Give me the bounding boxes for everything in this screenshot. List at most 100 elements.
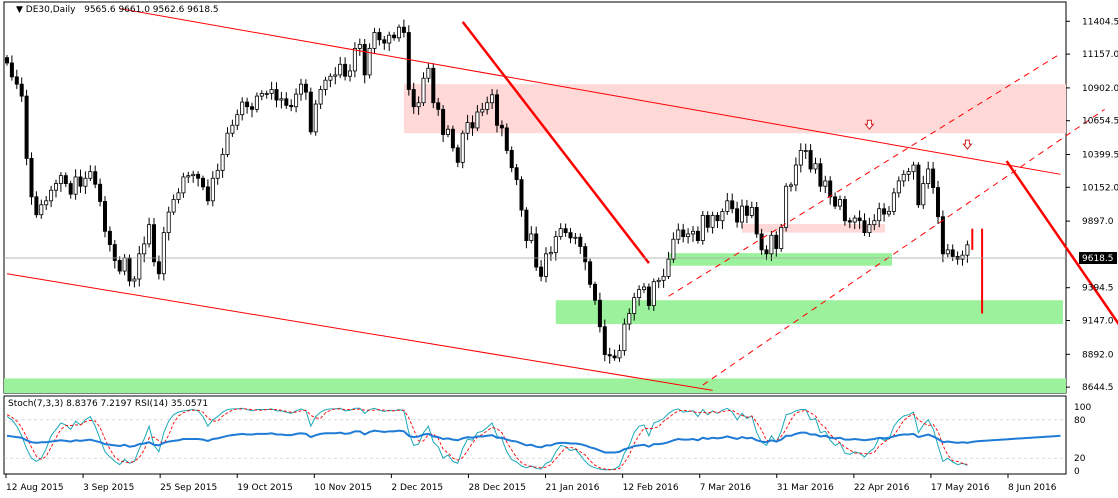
- candle-body: [926, 168, 931, 184]
- candle-body: [230, 124, 235, 134]
- candle-body: [303, 83, 308, 93]
- trendline: [119, 8, 1061, 175]
- candle-body: [73, 176, 78, 195]
- candle-body: [852, 217, 857, 223]
- candle-body: [9, 62, 14, 78]
- candle-body: [406, 32, 411, 90]
- candle-body: [715, 214, 720, 222]
- candle-body: [220, 154, 225, 171]
- candle-body: [509, 150, 514, 169]
- candle-body: [387, 34, 392, 44]
- candle-body: [813, 163, 818, 170]
- candle-body: [617, 350, 622, 359]
- candle-body: [450, 128, 455, 149]
- candle-body: [441, 108, 446, 135]
- x-tick-label: 10 Nov 2015: [314, 483, 372, 493]
- indicator-label: Stoch(7,3,3) 8.8376 7.2197 RSI(14) 35.05…: [8, 399, 209, 409]
- candle-body: [465, 122, 470, 134]
- indicator-tick-label: 20: [1074, 454, 1086, 464]
- candle-body: [156, 261, 161, 275]
- candle-body: [470, 122, 475, 129]
- candle-body: [857, 217, 862, 222]
- y-tick-label: 10654.5: [1082, 117, 1118, 127]
- y-tick-label: 10902.0: [1082, 84, 1118, 94]
- candle-body: [161, 232, 166, 275]
- y-tick-label: 10399.5: [1082, 150, 1118, 160]
- candle-body: [210, 177, 215, 202]
- candle-body: [367, 47, 372, 76]
- candle-body: [529, 233, 534, 241]
- candle-body: [122, 257, 127, 272]
- indicator-panel-frame: [3, 395, 1067, 475]
- candle-body: [622, 323, 627, 351]
- candle-body: [960, 254, 965, 260]
- x-tick-label: 12 Feb 2016: [623, 483, 679, 493]
- down-arrow-icon: [962, 139, 973, 150]
- candle-body: [749, 207, 754, 216]
- candle-body: [504, 127, 509, 151]
- down-arrow-icon: [864, 119, 875, 131]
- candle-body: [294, 93, 299, 108]
- candle-body: [691, 230, 696, 235]
- candle-body: [245, 101, 250, 108]
- candle-body: [78, 176, 83, 187]
- candle-body: [833, 196, 838, 207]
- candle-body: [710, 214, 715, 228]
- candle-body: [181, 176, 186, 194]
- candle-body: [754, 207, 759, 235]
- candle-body: [269, 89, 274, 94]
- candle-body: [887, 211, 892, 215]
- candle-body: [828, 180, 833, 198]
- candle-body: [475, 111, 480, 129]
- candle-body: [911, 164, 916, 173]
- candle-body: [88, 171, 93, 179]
- candle-body: [759, 233, 764, 251]
- indicator-tick-label: 0: [1074, 467, 1080, 477]
- candle-body: [196, 173, 201, 179]
- candle-body: [445, 128, 450, 135]
- candle-body: [558, 228, 563, 238]
- candle-body: [789, 184, 794, 187]
- dropdown-icon[interactable]: ▼: [16, 5, 23, 15]
- candle-body: [896, 180, 901, 194]
- trendline: [702, 108, 1105, 386]
- x-tick-label: 28 Dec 2015: [468, 483, 526, 493]
- candle-body: [563, 228, 568, 234]
- candle-body: [176, 192, 181, 200]
- candle-body: [798, 150, 803, 166]
- candle-body: [151, 224, 156, 263]
- candle-body: [274, 89, 279, 101]
- candle-body: [514, 167, 519, 181]
- candle-body: [200, 177, 205, 188]
- x-tick-label: 25 Sep 2015: [160, 483, 217, 493]
- candle-body: [686, 233, 691, 238]
- candle-body: [333, 74, 338, 77]
- trendline: [6, 273, 713, 391]
- candle-body: [637, 289, 642, 298]
- trendline: [1005, 160, 1118, 326]
- candle-body: [803, 150, 808, 152]
- candle-body: [774, 234, 779, 249]
- candle-body: [289, 104, 294, 108]
- candle-body: [916, 164, 921, 206]
- trendline: [461, 21, 650, 264]
- candle-body: [534, 233, 539, 268]
- candle-body: [519, 179, 524, 211]
- candle-body: [249, 106, 254, 110]
- candle-body: [583, 246, 588, 263]
- candle-body: [347, 70, 352, 77]
- candle-body: [392, 34, 397, 39]
- candle-body: [818, 163, 823, 187]
- candle-body: [612, 355, 617, 359]
- candle-body: [661, 275, 666, 281]
- x-tick-label: 2 Dec 2015: [391, 483, 443, 493]
- x-tick-label: 3 Sep 2015: [83, 483, 134, 493]
- price-zone: [742, 224, 885, 233]
- candle-body: [313, 103, 318, 133]
- x-tick-label: 21 Jan 2016: [546, 483, 600, 493]
- x-tick-label: 12 Aug 2015: [6, 483, 64, 493]
- candle-body: [396, 26, 401, 39]
- candle-body: [39, 204, 44, 216]
- candle-body: [215, 169, 220, 179]
